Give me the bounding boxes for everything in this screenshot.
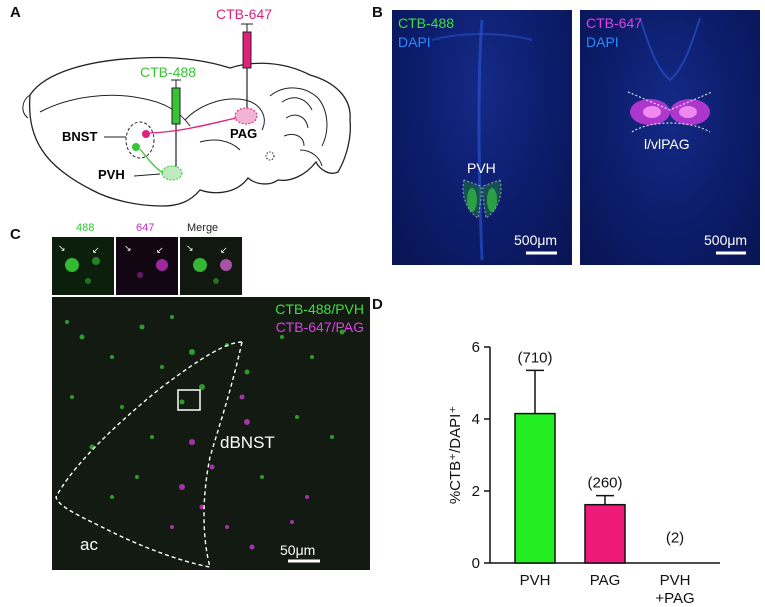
- count-annotation: (2): [666, 529, 684, 546]
- svg-text:↙: ↙: [220, 245, 228, 255]
- green-neuron: [132, 143, 140, 151]
- ctb488-label: CTB-488: [140, 64, 197, 80]
- micrograph-pag: CTB-647 DAPI l/vlPAG 500μm: [580, 10, 760, 265]
- inset-box: [177, 389, 201, 411]
- pag-ch2-label: DAPI: [586, 34, 619, 50]
- category-label: PVH: [520, 572, 551, 589]
- count-annotation: (710): [517, 349, 552, 366]
- brain-outline: [28, 56, 351, 207]
- legend-green: CTB-488/PVH: [275, 301, 364, 317]
- bnst-label: BNST: [62, 129, 98, 144]
- green-syringe: [171, 79, 181, 172]
- pag-region-label: l/vlPAG: [644, 136, 690, 152]
- magenta-cells: [170, 394, 309, 550]
- category-label: +PAG: [655, 590, 694, 605]
- ac-label: ac: [80, 535, 98, 554]
- scale-label-c: 50μm: [280, 542, 316, 558]
- count-annotation: (260): [587, 475, 622, 492]
- svg-text:↘: ↘: [186, 243, 194, 253]
- panel-d-letter: D: [372, 296, 383, 313]
- y-tick-label: 2: [472, 483, 480, 500]
- panel-c-letter: C: [10, 226, 21, 243]
- pvh-ch1-label: CTB-488: [398, 15, 455, 31]
- inset-488: ↘ ↙: [52, 237, 114, 295]
- pvh-label: PVH: [98, 167, 125, 182]
- pag-label: PAG: [230, 126, 258, 141]
- ctb647-label: CTB-647: [216, 6, 273, 22]
- svg-text:↘: ↘: [124, 243, 132, 253]
- panel-a-letter: A: [10, 4, 21, 21]
- pvh-ch2-label: DAPI: [398, 34, 431, 50]
- magenta-neuron: [142, 130, 150, 138]
- magenta-syringe: [241, 23, 253, 110]
- bnst-site: [125, 121, 155, 159]
- category-label: PVH: [660, 572, 691, 589]
- y-tick-label: 0: [472, 555, 480, 572]
- inset-merge: ↘ ↙: [180, 237, 242, 295]
- pag-site: [234, 107, 258, 125]
- bar: [584, 503, 626, 564]
- dbnst-outline: [55, 341, 243, 568]
- y-axis-label: %CTB⁺/DAPI⁺: [447, 406, 464, 504]
- pag-ch1-label: CTB-647: [586, 15, 643, 31]
- inset-647: ↘ ↙: [116, 237, 178, 295]
- micrograph-pvh: CTB-488 DAPI PVH 500μm: [392, 10, 572, 265]
- svg-text:↘: ↘: [58, 243, 66, 253]
- category-label: PAG: [590, 572, 621, 589]
- pag-scale-label: 500μm: [704, 232, 748, 248]
- micrograph-dbnst: CTB-488/PVH CTB-647/PAG dBNST ac 50μm: [52, 297, 370, 570]
- dbnst-label: dBNST: [220, 433, 275, 452]
- svg-text:↙: ↙: [92, 245, 100, 255]
- bar: [514, 412, 556, 564]
- bar-chart: 0246%CTB⁺/DAPI⁺(710)PVH(260)PAG(2)PVH+PA…: [447, 339, 720, 605]
- pag-outline: [627, 91, 713, 133]
- brain-schematic: [22, 23, 351, 207]
- y-tick-label: 4: [472, 411, 480, 428]
- pvh-site: [161, 165, 183, 181]
- pvh-region-label: PVH: [467, 160, 496, 176]
- y-tick-label: 6: [472, 339, 480, 356]
- inset-label-647: 647: [136, 222, 155, 234]
- svg-text:↙: ↙: [156, 245, 164, 255]
- inset-label-merge: Merge: [187, 222, 219, 234]
- inset-label-488: 488: [76, 222, 95, 234]
- panel-b-letter: B: [372, 4, 383, 21]
- green-cells: [65, 315, 345, 499]
- legend-magenta: CTB-647/PAG: [275, 319, 364, 335]
- pvh-scale-label: 500μm: [514, 232, 558, 248]
